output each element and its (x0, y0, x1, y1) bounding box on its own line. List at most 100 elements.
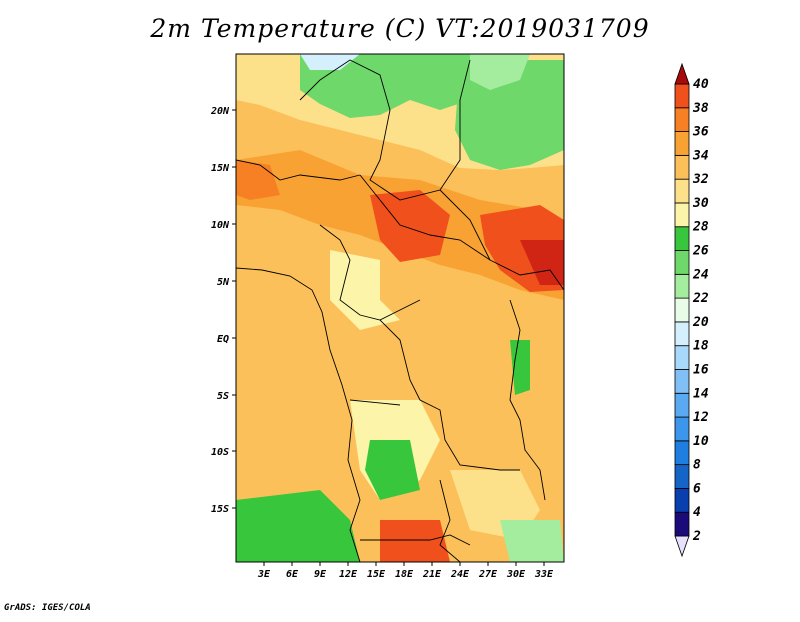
colorbar-bin (674, 392, 690, 418)
colorbar-level-label: 26 (692, 244, 709, 259)
lon-tick-9e: 9E (314, 562, 327, 580)
colorbar-level-label: 24 (692, 267, 709, 282)
lon-label: 30E (506, 569, 526, 580)
lon-label: 15E (367, 569, 386, 580)
colorbar-level-label: 38 (692, 101, 709, 116)
lon-label: 18E (395, 569, 414, 580)
colorbar-bin (674, 488, 690, 513)
lon-label: 24E (450, 569, 470, 580)
colorbar-level-label: 36 (692, 125, 709, 140)
lat-label: 10S (211, 447, 229, 458)
colorbar-level-label: 16 (693, 362, 709, 377)
lon-tick-30e: 30E (506, 562, 526, 580)
colorbar-level-label: 2 (692, 529, 701, 544)
lon-tick-6e: 6E (286, 562, 299, 580)
colorbar-bin (674, 369, 690, 394)
lon-tick-33e: 33E (534, 562, 554, 580)
lon-tick-24e: 24E (450, 562, 470, 580)
colorbar-level-label: 22 (692, 291, 709, 306)
colorbar-level-label: 18 (693, 339, 709, 354)
country-borders (236, 59, 564, 562)
colorbar-level-label: 6 (693, 481, 701, 496)
colorbar-level-label: 10 (693, 434, 709, 449)
colorbar-bin (674, 202, 690, 228)
colorbar-bin (674, 107, 690, 132)
lat-tick-eq: EQ (217, 334, 236, 345)
colorbar-level-label: 30 (692, 196, 709, 211)
lon-label: 9E (314, 569, 327, 580)
lat-tick-5n: 5N (217, 277, 236, 288)
colorbar-level-label: 8 (693, 458, 701, 473)
colorbar-bottom-arrow (674, 535, 690, 558)
lat-tick-20n: 20N (210, 106, 236, 117)
lon-tick-18e: 18E (395, 562, 414, 580)
lon-tick-3e: 3E (257, 562, 271, 580)
south-hot (380, 520, 450, 562)
north-green-2 (455, 60, 564, 170)
colorbar-bin (674, 273, 690, 299)
colorbar-bin (674, 464, 690, 489)
lat-tick-15n: 15N (211, 163, 236, 174)
map-frame (235, 53, 565, 563)
lon-tick-27e: 27E (478, 562, 498, 580)
lon-label: 21E (422, 569, 442, 580)
lon-tick-21e: 21E (422, 562, 442, 580)
angola-green (365, 440, 420, 500)
north-green-light (470, 54, 530, 90)
lat-label: 15S (211, 504, 229, 515)
lat-label: 15N (211, 163, 230, 174)
colorbar-bin (674, 131, 690, 156)
lon-label: 12E (339, 569, 358, 580)
lon-label: 6E (286, 569, 299, 580)
lat-label: 20N (210, 106, 230, 117)
lat-label: 5N (217, 277, 230, 288)
chart-title: 2m Temperature (C) VT:2019031709 (150, 14, 650, 43)
lat-tick-5s: 5S (217, 391, 236, 402)
lon-label: 27E (478, 569, 498, 580)
south-green (236, 490, 360, 562)
colorbar-level-label: 40 (693, 77, 709, 92)
colorbar-bin (674, 321, 690, 347)
lon-tick-12e: 12E (339, 562, 358, 580)
lat-tick-10n: 10N (211, 220, 236, 231)
north-cool (300, 54, 360, 70)
lon-axis: 3E 6E 9E 12E 15E 18E 21E 24E 27E 30E 33E (257, 562, 554, 580)
colorbar-bin (674, 416, 690, 442)
colorbar-bin (674, 250, 690, 275)
colorbar-level-label: 20 (692, 315, 709, 330)
colorbar-bin (674, 154, 690, 180)
colorbar-top-arrow (674, 62, 690, 85)
colorbar-level-label: 34 (692, 148, 709, 163)
colorbar-level-label: 4 (693, 505, 701, 520)
lat-label: 5S (217, 391, 229, 402)
lat-tick-15s: 15S (211, 504, 236, 515)
lon-label: 33E (534, 569, 554, 580)
colorbar-bin (674, 297, 690, 323)
colorbar-bin (674, 226, 690, 251)
lake-green (510, 340, 530, 395)
colorbar-level-label: 14 (693, 386, 709, 401)
colorbar-bin (674, 178, 690, 204)
ocean-warm (236, 268, 360, 500)
hot-west (236, 160, 280, 200)
hot-core-chad (370, 190, 450, 262)
colorbar-level-label: 28 (692, 220, 709, 235)
colorbar-bin (674, 440, 690, 466)
grads-credit: GrADS: IGES/COLA (4, 603, 91, 613)
lon-tick-15e: 15E (367, 562, 386, 580)
temperature-field (236, 54, 564, 562)
southeast-green (500, 520, 564, 562)
lat-label: EQ (217, 334, 229, 345)
colorbar-bin (674, 83, 690, 109)
lat-label: 10N (211, 220, 230, 231)
lat-axis: 20N 15N 10N 5N EQ 5S 10S 15S (210, 106, 236, 515)
lon-label: 3E (257, 569, 271, 580)
colorbar-bin (674, 345, 690, 370)
lat-tick-10s: 10S (211, 447, 236, 458)
colorbar-level-label: 12 (693, 410, 709, 425)
colorbar-level-label: 32 (692, 172, 709, 187)
north-green-1 (300, 54, 470, 118)
colorbar-bin (674, 511, 690, 537)
